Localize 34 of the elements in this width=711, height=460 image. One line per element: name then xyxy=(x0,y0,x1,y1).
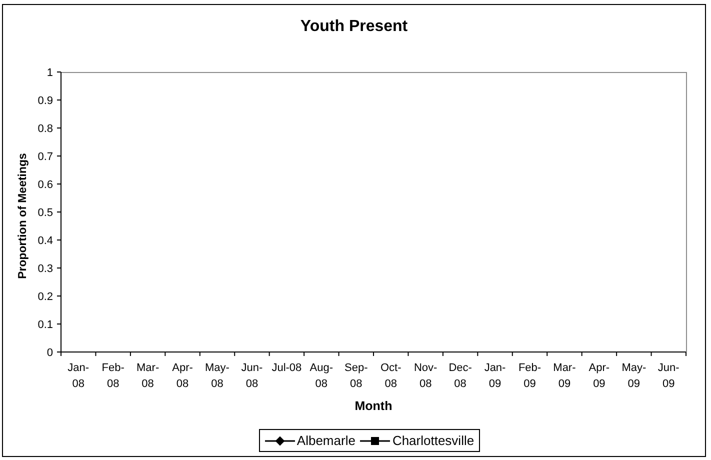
x-tick-label: Jun-09 xyxy=(658,362,680,390)
x-tick-label: Nov-08 xyxy=(414,362,438,390)
y-tick-label: 0.3 xyxy=(38,262,53,275)
chart-title: Youth Present xyxy=(299,18,409,36)
y-tick-label: 1 xyxy=(46,66,53,79)
x-tick-label: Mar-09 xyxy=(553,362,576,390)
x-tick-label: Jul-08 xyxy=(272,362,302,374)
x-tick-label: Sep-08 xyxy=(344,362,368,390)
x-tick-label: Jan-09 xyxy=(484,362,506,390)
y-tick-label: 0.2 xyxy=(38,290,53,303)
x-tick-label: Dec-08 xyxy=(448,362,472,390)
y-tick-label: 0.4 xyxy=(38,234,53,247)
y-tick-label: 0.7 xyxy=(38,150,53,163)
x-tick-label: May-09 xyxy=(622,362,646,390)
y-tick-label: 0.8 xyxy=(38,122,53,135)
y-tick-label: 0.5 xyxy=(38,206,53,219)
x-tick-label: Mar-08 xyxy=(136,362,160,390)
legend-label: Charlottesville xyxy=(392,433,474,448)
x-axis-title: Month xyxy=(354,399,392,413)
y-tick-label: 0.6 xyxy=(38,178,53,191)
x-tick-label: Feb-08 xyxy=(102,362,125,390)
x-tick-label: Aug-08 xyxy=(310,362,334,390)
x-tick-label: Jan-08 xyxy=(68,362,90,390)
x-tick-label: Feb-09 xyxy=(518,362,542,390)
x-tick-label: May-08 xyxy=(205,362,230,390)
y-axis-title: Proportion of Meetings xyxy=(17,153,29,279)
x-tick-label: Oct-08 xyxy=(380,362,402,390)
y-tick-label: 0 xyxy=(46,346,53,359)
y-tick-label: 0.9 xyxy=(38,94,53,107)
x-tick-label: Jun-08 xyxy=(241,362,264,390)
x-tick-label: Apr-09 xyxy=(588,362,610,390)
y-tick-label: 0.1 xyxy=(38,318,53,331)
legend-label: Albemarle xyxy=(296,433,356,448)
x-tick-label: Apr-08 xyxy=(172,362,194,390)
